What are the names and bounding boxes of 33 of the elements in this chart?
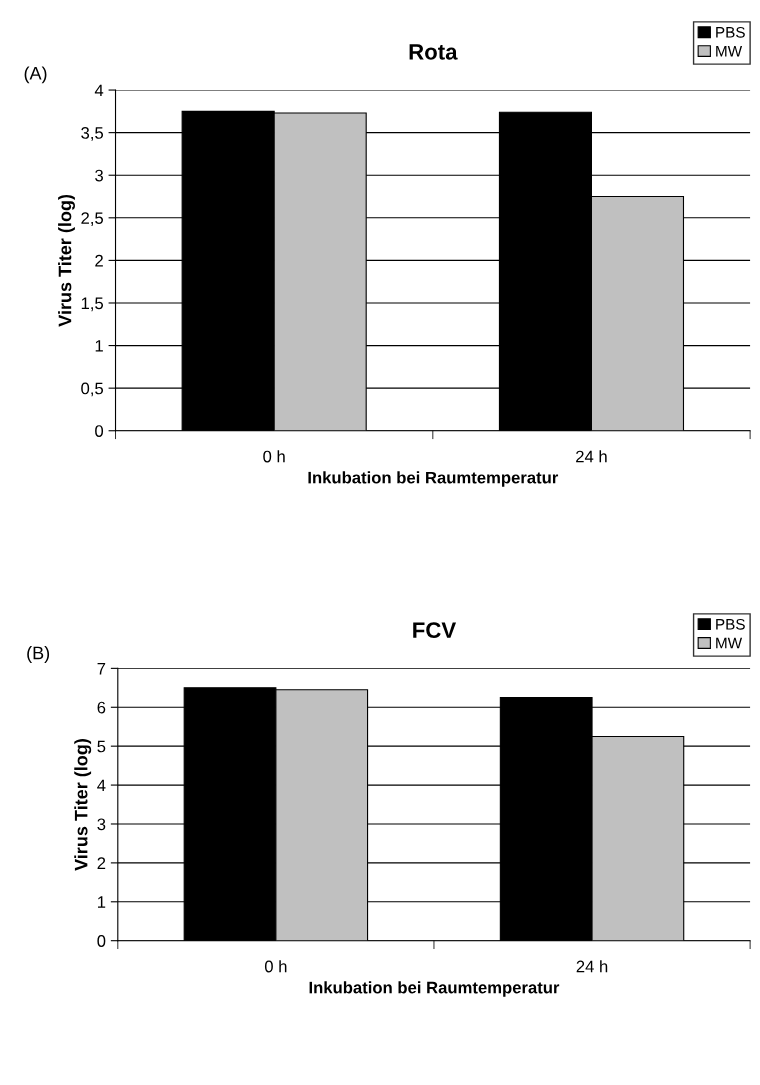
y-tick-label: 1 [95, 340, 103, 352]
y-tick-label: 2 [95, 254, 103, 267]
chart-title: FCV [413, 622, 457, 639]
y-tick-label: 4 [94, 84, 104, 97]
legend-label: PBS [716, 618, 745, 630]
text: (A) [24, 66, 47, 84]
y-tick-label: 2 [97, 857, 106, 869]
legend-label: MW [716, 637, 743, 649]
y-tick-label: 4 [97, 779, 106, 792]
y-axis-title: Virus Titer (log) [58, 194, 75, 327]
x-axis-title: Inkubation bei Raumtemperatur [309, 981, 560, 997]
y-tick-label: 0,5 [81, 382, 104, 397]
chart-title: Rota [409, 44, 458, 60]
y-tick-label: 3,5 [81, 127, 104, 141]
y-tick-label: 5 [97, 740, 106, 753]
y-tick-label: 1 [98, 896, 106, 908]
y-tick-label: 6 [97, 701, 106, 714]
x-tick-label: 0 h [264, 960, 287, 973]
y-axis-title: Virus Titer (log) [74, 739, 92, 871]
y-tick-label: 7 [97, 662, 106, 675]
x-tick-label: 24 h [576, 960, 608, 973]
y-tick-label: 0 [95, 425, 104, 437]
legend-label: MW [716, 45, 743, 57]
text: (B) [27, 646, 50, 663]
y-tick-label: 2,5 [81, 212, 104, 226]
y-tick-label: 1,5 [81, 297, 104, 312]
y-tick-label: 0 [97, 935, 106, 947]
legend-label: PBS [716, 26, 745, 38]
y-tick-label: 3 [95, 169, 103, 182]
y-tick-label: 3 [97, 818, 106, 831]
x-axis-title: Inkubation bei Raumtemperatur [308, 471, 559, 487]
x-tick-label: 24 h [576, 450, 607, 463]
x-tick-label: 0 h [263, 450, 285, 463]
